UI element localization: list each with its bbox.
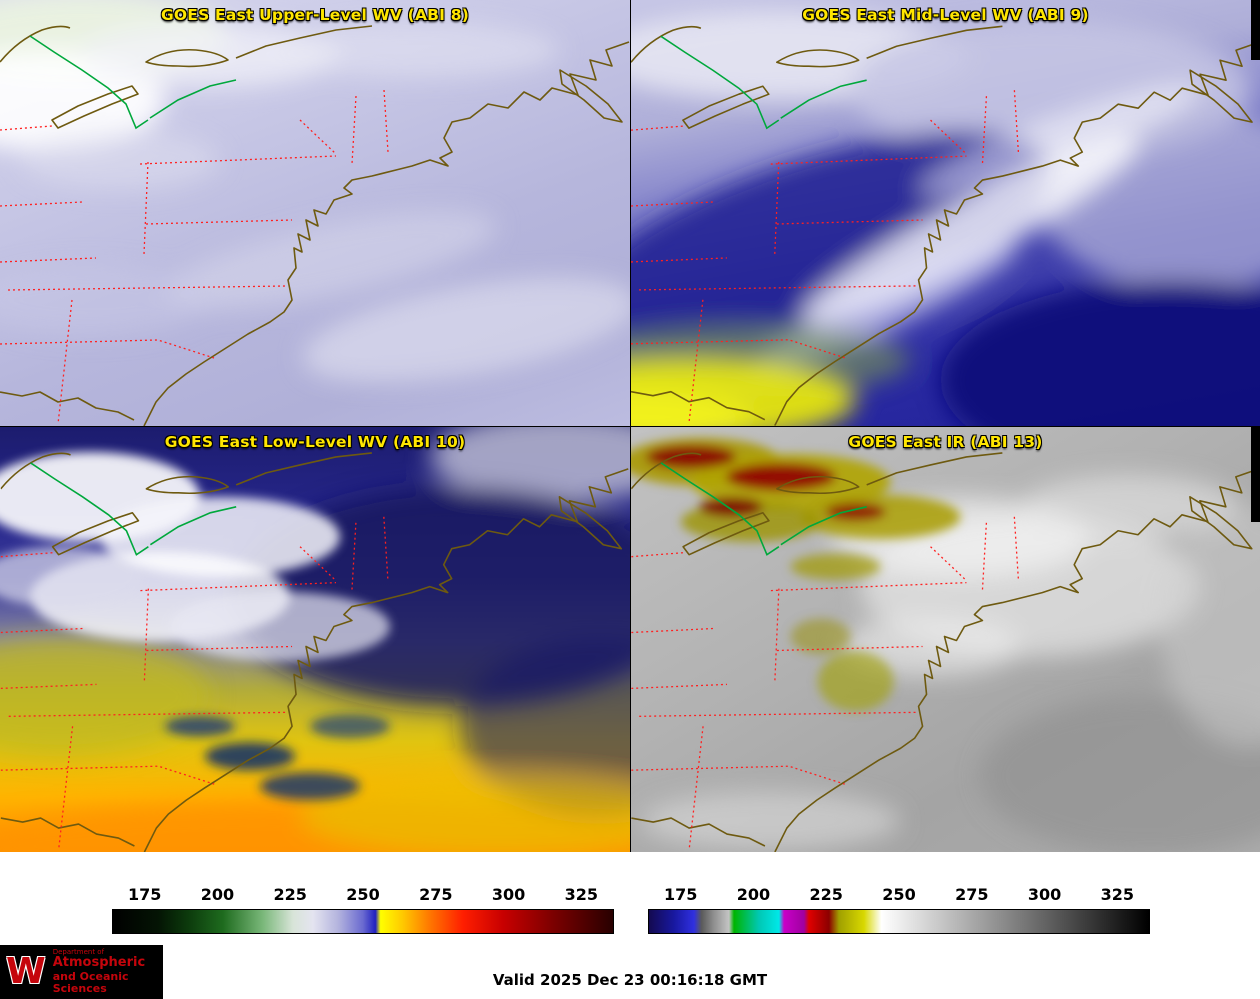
tick-label: 175	[128, 885, 162, 904]
map-overlay	[0, 427, 630, 852]
footer: W Department of Atmospheric and Oceanic …	[0, 945, 1260, 999]
panel-title-abi13: GOES East IR (ABI 13)	[848, 433, 1043, 451]
wv-colorbar-ticks: 175 200 225 250 275 300 325	[112, 880, 614, 904]
wisconsin-w-icon: W	[6, 951, 46, 992]
ir-imagery	[631, 437, 1260, 852]
wv-colorbar: 175 200 225 250 275 300 325	[112, 880, 614, 934]
tick-label: 250	[346, 885, 380, 904]
upper-level-wv-imagery	[0, 0, 630, 383]
panel-low-level-wv: GOES East Low-Level WV (ABI 10)	[0, 426, 630, 852]
tick-label: 225	[273, 885, 307, 904]
ir-colorbar: 175 200 225 250 275 300 325	[648, 880, 1150, 934]
tick-label: 225	[809, 885, 843, 904]
low-level-wv-imagery	[0, 427, 630, 852]
tick-label: 300	[1027, 885, 1062, 904]
map-overlay	[631, 427, 1260, 852]
colorbar-section: 175 200 225 250 275 300 325 175 200 225 …	[0, 852, 1260, 945]
panel-upper-level-wv: GOES East Upper-Level WV (ABI 8)	[0, 0, 630, 426]
uw-aos-logo: W Department of Atmospheric and Oceanic …	[0, 945, 163, 999]
logo-text: Department of Atmospheric and Oceanic Sc…	[52, 947, 163, 996]
valid-time: Valid 2025 Dec 23 00:16:18 GMT	[492, 971, 768, 989]
satellite-grid: GOES East Upper-Level WV (ABI 8)	[0, 0, 1260, 852]
tick-label: 200	[736, 885, 771, 904]
panel-ir: GOES East IR (ABI 13)	[630, 426, 1260, 852]
tick-label: 325	[1100, 885, 1134, 904]
tick-label: 200	[200, 885, 235, 904]
wv-colorbar-gradient	[112, 909, 614, 934]
tick-label: 175	[664, 885, 698, 904]
ir-colorbar-gradient	[648, 909, 1150, 934]
map-overlay	[631, 0, 1260, 426]
ir-colorbar-ticks: 175 200 225 250 275 300 325	[648, 880, 1150, 904]
logo-name-line2: and Oceanic Sciences	[52, 969, 129, 996]
panel-title-abi10: GOES East Low-Level WV (ABI 10)	[164, 433, 466, 451]
mid-level-wv-imagery	[631, 10, 1260, 426]
panel-mid-level-wv: GOES East Mid-Level WV (ABI 9)	[630, 0, 1260, 426]
tick-label: 325	[564, 885, 598, 904]
scan-edge-strip	[1251, 0, 1260, 60]
tick-label: 275	[419, 885, 453, 904]
tick-label: 300	[491, 885, 526, 904]
scan-edge-strip	[1251, 427, 1260, 522]
panel-title-abi9: GOES East Mid-Level WV (ABI 9)	[802, 6, 1089, 24]
tick-label: 250	[882, 885, 916, 904]
logo-dept-line: Department of	[52, 947, 105, 956]
logo-name-line1: Atmospheric	[52, 955, 146, 971]
panel-title-abi8: GOES East Upper-Level WV (ABI 8)	[160, 6, 470, 24]
map-overlay	[0, 0, 630, 426]
tick-label: 275	[955, 885, 989, 904]
